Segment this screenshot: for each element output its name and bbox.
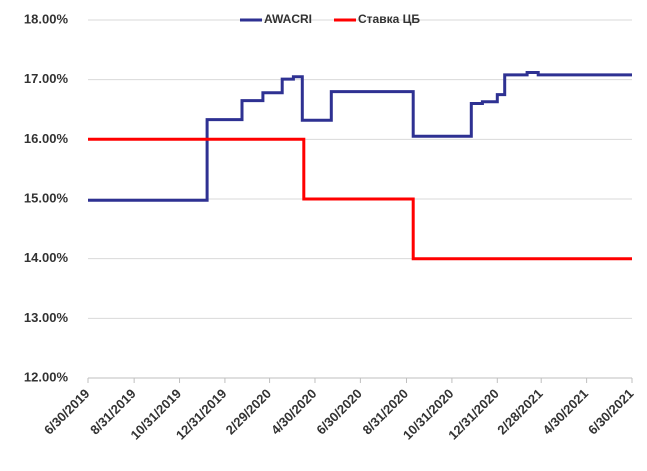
line [88, 71, 632, 202]
y-tick-label: 13.00% [24, 310, 69, 325]
x-tick-label: 4/30/2020 [268, 386, 320, 438]
x-tick-label: 4/30/2021 [540, 386, 592, 438]
x-tick-label: 2/28/2021 [494, 386, 546, 438]
y-tick-label: 18.00% [24, 11, 69, 26]
y-tick-label: 15.00% [24, 190, 69, 205]
y-tick-label: 14.00% [24, 250, 69, 265]
y-tick-label: 16.00% [24, 131, 69, 146]
y-tick-label: 12.00% [24, 369, 69, 384]
x-tick-label: 6/30/2019 [41, 386, 93, 438]
x-tick-label: 6/30/2020 [313, 386, 365, 438]
x-tick-label: 6/30/2021 [585, 386, 637, 438]
y-tick-label: 17.00% [24, 71, 69, 86]
line [88, 137, 632, 261]
legend-label: AWACRI [264, 12, 312, 26]
legend-label: Ставка ЦБ [358, 12, 420, 26]
x-tick-label: 2/29/2020 [223, 386, 275, 438]
